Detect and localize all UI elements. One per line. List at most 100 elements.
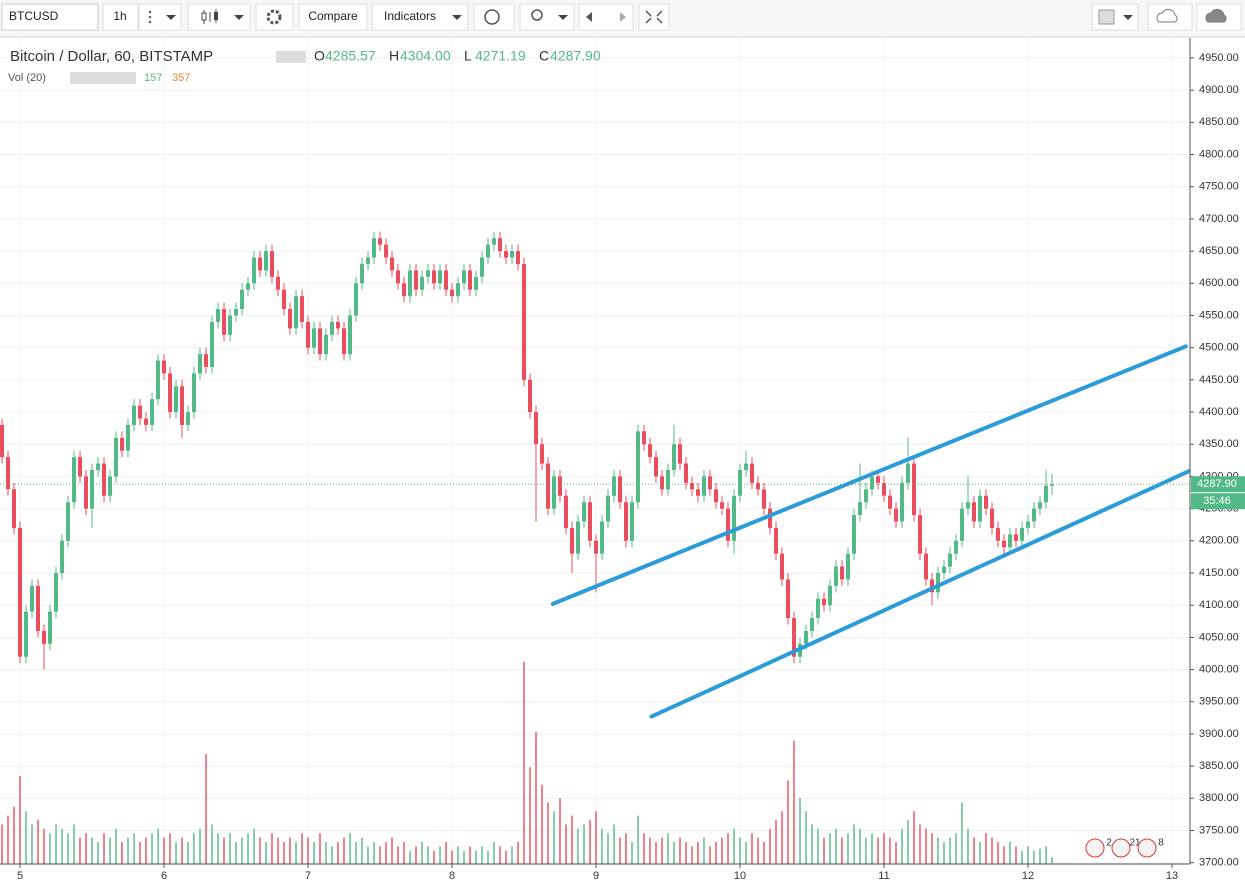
candle-body: [828, 585, 833, 606]
volume-bar: [505, 850, 508, 864]
candle-body: [396, 270, 401, 284]
dot: [148, 20, 152, 24]
volume-bar: [55, 824, 58, 864]
volume-bar: [103, 833, 106, 864]
volume-bar: [253, 828, 256, 864]
candle-body: [486, 244, 491, 258]
x-tick-label: 7: [305, 870, 311, 882]
dot: [148, 15, 152, 19]
candle-body: [534, 412, 539, 445]
candle-body: [606, 495, 611, 522]
candle-body: [84, 476, 89, 509]
interval-menu[interactable]: [138, 3, 182, 31]
volume-bar: [49, 833, 52, 864]
price-pane: 2 21 8: [0, 231, 1198, 858]
candle-body: [864, 489, 869, 503]
y-tick-label: 3750.00: [1199, 824, 1239, 836]
volume-bar: [865, 837, 868, 864]
volume-bar: [919, 824, 922, 864]
candle-body: [1050, 484, 1055, 486]
load-button[interactable]: [1147, 3, 1193, 31]
fullscreen-button[interactable]: [638, 3, 670, 31]
volume-bar: [361, 837, 364, 864]
volume-bar: [691, 846, 694, 864]
chart-title: Bitcoin / Dollar, 60, BITSTAMP: [10, 48, 213, 65]
ohlc-value: 4304.00: [400, 48, 451, 64]
volume-bar: [883, 833, 886, 864]
volume-bar: [193, 833, 196, 864]
volume-bar: [175, 842, 178, 864]
volume-bar: [751, 833, 754, 864]
volume-bar: [133, 833, 136, 864]
alert-button[interactable]: [473, 3, 515, 31]
candle-body: [1014, 534, 1019, 541]
volume-bar: [1020, 850, 1023, 864]
volume-bar: [997, 842, 1000, 864]
volume-bar: [247, 833, 250, 864]
volume-bar: [535, 732, 538, 864]
volume-bar: [427, 846, 430, 864]
bulb-icon: [531, 9, 543, 21]
volume-bar: [817, 828, 820, 864]
x-tick-label: 11: [878, 870, 889, 882]
candle-body: [432, 270, 437, 284]
candle-body: [300, 296, 305, 322]
volume-bar: [7, 815, 10, 864]
candle-body: [768, 508, 773, 528]
y-tick-label: 3700.00: [1199, 857, 1239, 869]
x-tick-label: 8: [449, 870, 455, 882]
candle-body: [12, 489, 17, 528]
y-tick-label: 4500.00: [1199, 342, 1239, 354]
indicators-button[interactable]: [371, 3, 469, 31]
candle-body: [540, 444, 545, 464]
trendline: [649, 466, 1198, 719]
ohlc-value: 4271.19: [475, 48, 526, 64]
volume-legend-buttons[interactable]: [70, 72, 136, 84]
candle-body: [0, 424, 5, 458]
volume-bar: [85, 833, 88, 864]
symbol-input[interactable]: [1, 3, 99, 31]
undo-icon: [586, 12, 592, 22]
volume-bar: [547, 802, 550, 864]
caret: [558, 15, 568, 20]
volume-bar: [109, 837, 112, 864]
volume-bar: [163, 837, 166, 864]
candle-body: [1032, 508, 1037, 522]
candle-body: [1044, 485, 1049, 503]
candle-body: [468, 270, 473, 290]
volume-bar: [991, 837, 994, 864]
volume-bar: [930, 833, 933, 864]
volume-bar: [415, 846, 418, 864]
settings-button[interactable]: [255, 3, 294, 31]
candle-body: [276, 276, 281, 290]
candle-body: [504, 251, 509, 258]
volume-bar: [397, 846, 400, 864]
compare-button[interactable]: [298, 3, 368, 31]
dot: [148, 10, 152, 14]
volume-bar: [745, 842, 748, 864]
volume-bar: [319, 833, 322, 864]
y-tick-label: 4000.00: [1199, 663, 1239, 675]
volume-bar: [265, 842, 268, 864]
volume-bar: [307, 837, 310, 864]
volume-bar: [858, 828, 861, 864]
volume-bar: [984, 833, 987, 864]
candle-body: [636, 431, 641, 503]
save-button[interactable]: [1196, 3, 1242, 31]
volume-bar: [799, 798, 802, 864]
alert-icon: [484, 9, 500, 25]
axes: 3700.00 3750.00 3800.00 3850.00 3900.00 3950.…: [17, 52, 1245, 882]
candle-body: [900, 482, 905, 522]
volume-bar: [373, 842, 376, 864]
candle-body: [870, 476, 875, 490]
volume-bar: [13, 806, 16, 864]
volume-bar: [517, 842, 520, 864]
fullscreen-icon: [645, 10, 663, 24]
candle-body: [564, 495, 569, 528]
candle-body: [60, 540, 65, 574]
interval-button[interactable]: [102, 3, 139, 31]
legend-buttons[interactable]: [276, 51, 306, 63]
candle-body: [126, 424, 131, 451]
candle-body: [708, 476, 713, 490]
